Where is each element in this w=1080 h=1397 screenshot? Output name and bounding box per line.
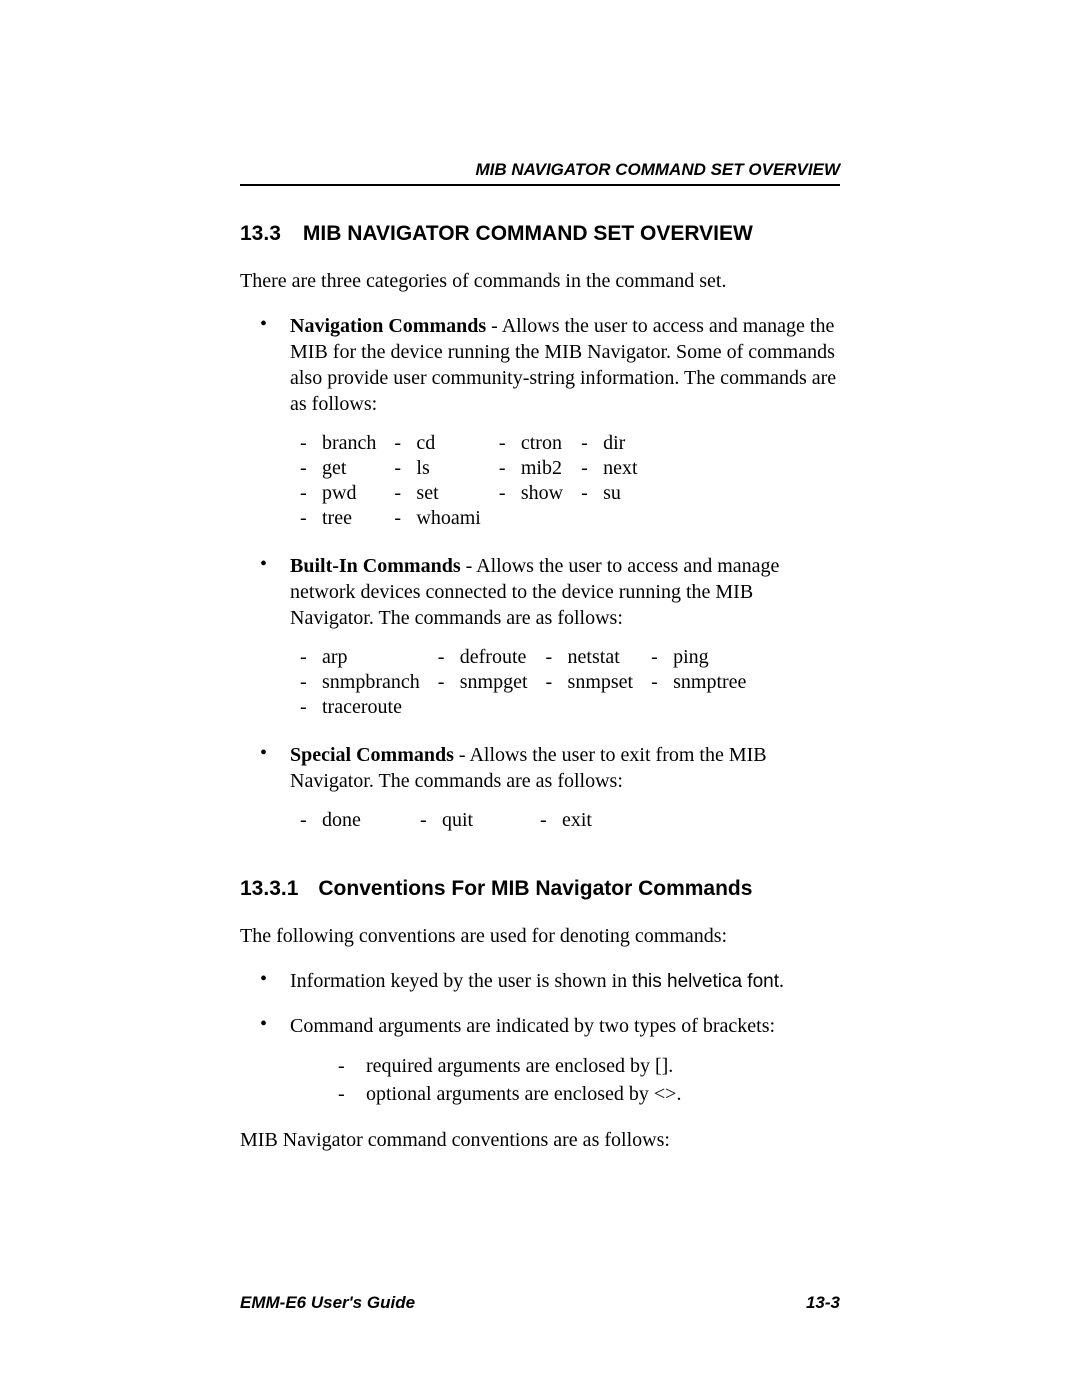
conv-text: . <box>779 970 784 992</box>
category-block: • Built-In Commands - Allows the user to… <box>260 553 840 631</box>
page-footer: EMM-E6 User's Guide 13-3 <box>240 1293 840 1313</box>
footer-right: 13-3 <box>806 1293 840 1313</box>
convention-item: • Command arguments are indicated by two… <box>260 1013 840 1109</box>
category-title: Navigation Commands <box>290 315 486 337</box>
category-body: Navigation Commands - Allows the user to… <box>290 313 840 417</box>
sub-text: required arguments are enclosed by []. <box>366 1053 673 1079</box>
bullet-marker: • <box>260 313 290 417</box>
section-number: 13.3 <box>240 222 281 245</box>
category-body: Built-In Commands - Allows the user to a… <box>290 553 840 631</box>
sub-list: - required arguments are enclosed by [].… <box>338 1053 840 1107</box>
convention-body: Command arguments are indicated by two t… <box>290 1013 840 1109</box>
convention-body: Information keyed by the user is shown i… <box>290 968 840 995</box>
conv-text: Command arguments are indicated by two t… <box>290 1015 775 1037</box>
cmd: branch <box>322 431 394 456</box>
cmd: su <box>603 481 655 506</box>
command-table-builtin: -arp -defroute -netstat -ping -snmpbranc… <box>300 645 840 720</box>
helvetica-sample: this helvetica font <box>632 971 779 992</box>
category-title: Built-In Commands <box>290 555 461 577</box>
bullet-marker: • <box>260 553 290 631</box>
footer-left: EMM-E6 User's Guide <box>240 1293 415 1313</box>
cmd: snmpget <box>460 670 546 695</box>
cmd: snmpset <box>568 670 652 695</box>
cmd: netstat <box>568 645 652 670</box>
cmd: traceroute <box>322 695 438 720</box>
command-table-navigation: -branch -cd -ctron -dir -get -ls -mib2 -… <box>300 431 840 531</box>
category-body: Special Commands - Allows the user to ex… <box>290 742 840 794</box>
cmd: pwd <box>322 481 394 506</box>
bullet-marker: • <box>260 742 290 794</box>
section-title: MIB NAVIGATOR COMMAND SET OVERVIEW <box>303 222 753 245</box>
cmd: dir <box>603 431 655 456</box>
cmd: snmptree <box>673 670 764 695</box>
cmd: arp <box>322 645 438 670</box>
cmd: snmpbranch <box>322 670 438 695</box>
sub-text: optional arguments are enclosed by <>. <box>366 1081 681 1107</box>
sub-item: - required arguments are enclosed by []. <box>338 1053 840 1079</box>
bullet-marker: • <box>260 968 290 995</box>
cmd: ls <box>416 456 498 481</box>
cmd: show <box>521 481 581 506</box>
cmd: defroute <box>460 645 546 670</box>
dash-marker: - <box>338 1053 366 1079</box>
cmd: done <box>322 808 420 833</box>
cmd: mib2 <box>521 456 581 481</box>
page: MIB NAVIGATOR COMMAND SET OVERVIEW 13.3 M… <box>0 0 1080 1397</box>
subsection-title: Conventions For MIB Navigator Commands <box>318 877 752 900</box>
subsection-heading: 13.3.1 Conventions For MIB Navigator Comm… <box>240 877 840 901</box>
cmd: get <box>322 456 394 481</box>
sub-item: - optional arguments are enclosed by <>. <box>338 1081 840 1107</box>
cmd: exit <box>562 808 610 833</box>
cmd: whoami <box>416 506 498 531</box>
cmd: quit <box>442 808 540 833</box>
bullet-marker: • <box>260 1013 290 1109</box>
conv-text: Information keyed by the user is shown i… <box>290 970 632 992</box>
category-block: • Navigation Commands - Allows the user … <box>260 313 840 417</box>
conv-intro: The following conventions are used for d… <box>240 923 840 950</box>
closing-text: MIB Navigator command conventions are as… <box>240 1127 840 1154</box>
command-table-special: -done -quit -exit <box>300 808 840 833</box>
cmd: ping <box>673 645 764 670</box>
section-heading: 13.3 MIB NAVIGATOR COMMAND SET OVERVIEW <box>240 222 840 246</box>
conventions-list: • Information keyed by the user is shown… <box>260 968 840 1109</box>
subsection-number: 13.3.1 <box>240 877 298 900</box>
cmd: cd <box>416 431 498 456</box>
cmd: tree <box>322 506 394 531</box>
dash-marker: - <box>338 1081 366 1107</box>
cmd: ctron <box>521 431 581 456</box>
intro-text: There are three categories of commands i… <box>240 268 840 295</box>
running-header: MIB NAVIGATOR COMMAND SET OVERVIEW <box>240 160 840 186</box>
cmd: set <box>416 481 498 506</box>
convention-item: • Information keyed by the user is shown… <box>260 968 840 995</box>
cmd: next <box>603 456 655 481</box>
category-title: Special Commands <box>290 744 454 766</box>
category-block: • Special Commands - Allows the user to … <box>260 742 840 794</box>
